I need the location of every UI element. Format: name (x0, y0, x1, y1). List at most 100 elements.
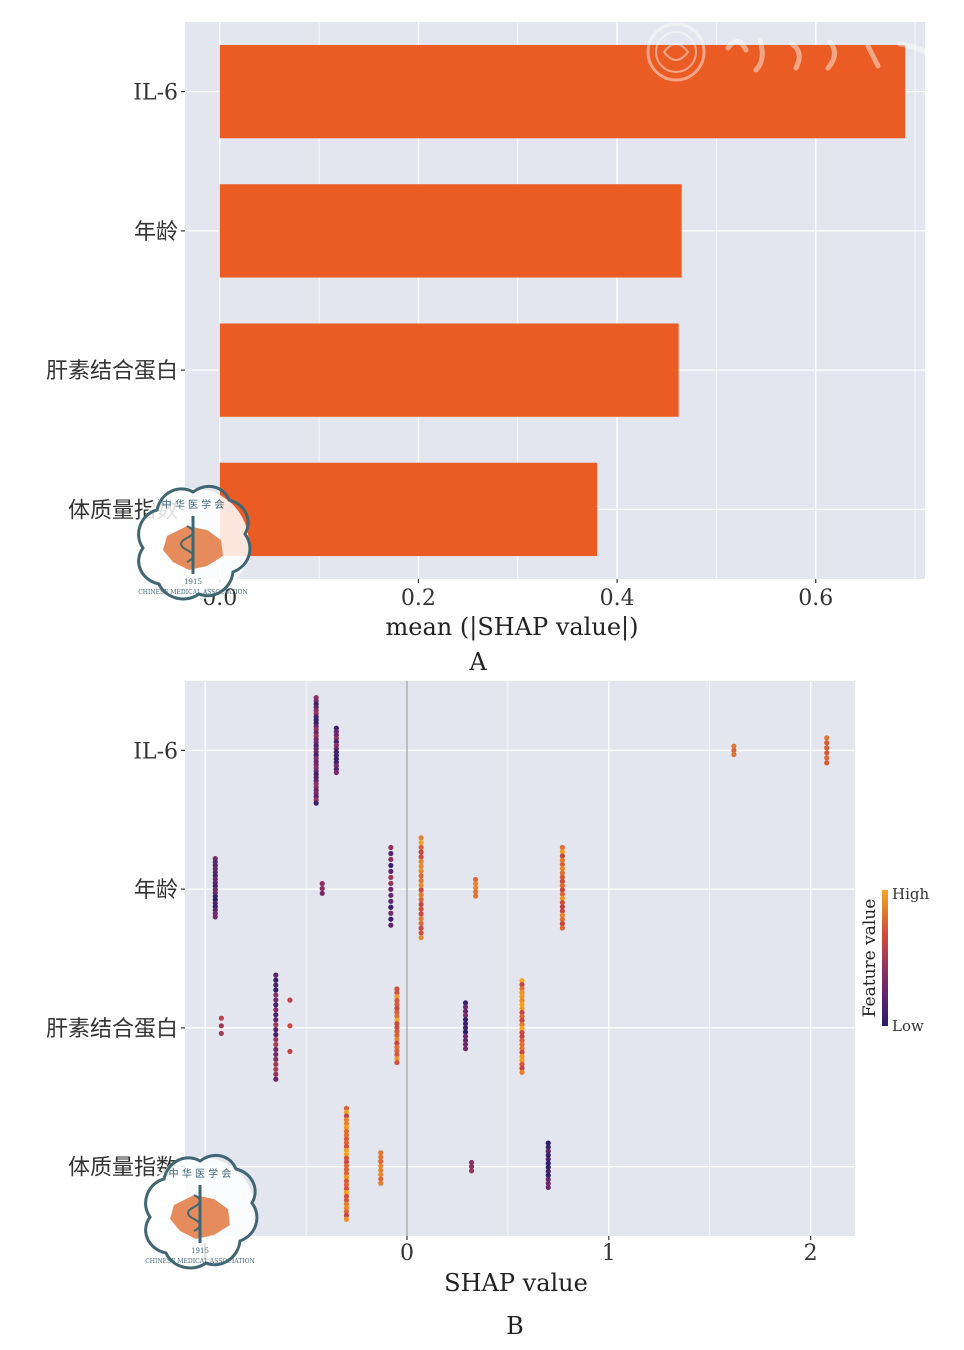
shap-point (545, 1172, 551, 1178)
shap-point (343, 1136, 350, 1142)
shap-point (545, 1152, 551, 1158)
shap-point (418, 868, 424, 874)
shap-point (519, 1029, 525, 1036)
shap-point (519, 1009, 525, 1016)
shap-point (462, 1021, 469, 1027)
shap-point (462, 1016, 469, 1023)
shap-point (473, 880, 479, 887)
shap-point (343, 1121, 350, 1127)
shap-point (731, 751, 737, 758)
shap-point (731, 743, 737, 749)
shap-point (388, 850, 394, 857)
panel-b-label: B (506, 1312, 524, 1340)
shap-point (462, 1029, 469, 1035)
bar-item-1 (219, 184, 682, 278)
shap-point (519, 1033, 525, 1040)
shap-point (559, 857, 565, 863)
shap-point (473, 889, 479, 895)
colorbar-low-label: Low (892, 1017, 924, 1035)
shap-point (378, 1167, 384, 1173)
shap-point (394, 1040, 400, 1046)
shap-point (343, 1178, 350, 1184)
shap-point (519, 1025, 525, 1032)
shap-point (273, 987, 279, 993)
shap-point (559, 878, 565, 884)
shap-point (394, 1021, 400, 1027)
plot-b-background (185, 681, 855, 1236)
shap-point (388, 844, 394, 851)
shap-point (559, 870, 565, 876)
shap-point (468, 1168, 475, 1174)
shap-point (545, 1160, 551, 1166)
shap-point (394, 1001, 400, 1008)
shap-point (731, 747, 737, 753)
shap-point (343, 1155, 350, 1161)
shap-point (559, 908, 565, 914)
shap-point (418, 925, 424, 931)
shap-point (418, 835, 424, 841)
shap-point (273, 1027, 279, 1033)
shap-point (394, 998, 400, 1004)
shap-point (418, 839, 424, 846)
shap-point (343, 1128, 350, 1134)
shap-point (273, 1032, 279, 1038)
shap-point (394, 1059, 400, 1066)
shap-point (343, 1105, 350, 1111)
shap-point (559, 891, 565, 897)
shap-point (559, 844, 565, 851)
shap-point (545, 1156, 551, 1162)
shap-point (462, 1012, 469, 1018)
shap-point (388, 910, 394, 916)
shap-point (343, 1144, 350, 1150)
shap-point (473, 893, 479, 899)
shap-point (824, 750, 830, 756)
shap-point (378, 1176, 384, 1182)
shap-point (343, 1216, 350, 1222)
shap-point (343, 1113, 350, 1119)
shap-point (559, 887, 565, 893)
shap-point (343, 1174, 350, 1180)
shap-point (388, 862, 394, 869)
shap-point (388, 916, 394, 922)
shap-point (418, 930, 424, 936)
shap-point (273, 1046, 279, 1053)
shap-point (559, 921, 565, 927)
shap-point (559, 912, 565, 918)
plot-b-points (212, 695, 830, 1222)
shap-point (394, 986, 400, 992)
shap-point (273, 1071, 279, 1077)
shap-point (394, 1017, 400, 1023)
shap-point (519, 1069, 525, 1075)
shap-point (559, 883, 565, 889)
shap-point (273, 982, 279, 988)
plot-a-x-axis: 0.0 0.2 0.4 0.6 (202, 579, 833, 611)
shap-point (519, 1021, 525, 1028)
shap-point (559, 925, 565, 931)
shap-point (273, 1041, 279, 1048)
shap-point (388, 868, 394, 875)
shap-point (273, 977, 279, 983)
shap-point (343, 1124, 350, 1131)
shap-point (287, 1023, 293, 1029)
shap-point (824, 735, 830, 741)
shap-point (273, 997, 279, 1003)
shap-point (212, 914, 218, 920)
shap-point (824, 745, 830, 751)
shap-point (418, 887, 424, 893)
shap-point (418, 873, 424, 879)
shap-point (343, 1163, 350, 1169)
shap-point (394, 1013, 400, 1019)
shap-point (559, 874, 565, 880)
shap-point (273, 1076, 279, 1082)
shap-point (418, 911, 424, 917)
shap-point (273, 1002, 279, 1008)
shap-point (559, 849, 565, 855)
shap-point (343, 1159, 350, 1165)
shap-point (559, 916, 565, 923)
shap-point (394, 990, 400, 996)
shap-point (394, 1036, 400, 1042)
shap-point (319, 885, 325, 892)
bar-item-3 (219, 462, 598, 557)
